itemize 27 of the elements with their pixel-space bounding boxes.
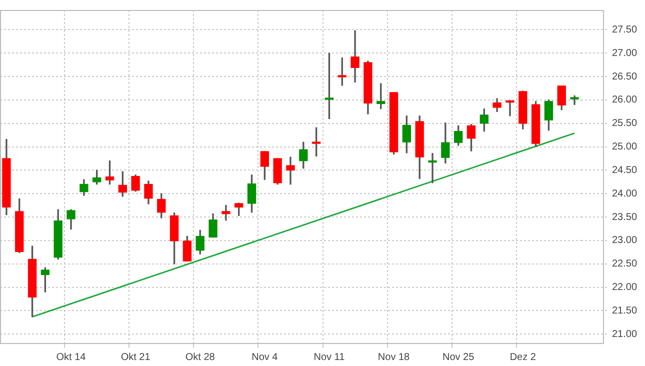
y-tick-label: 22.50 bbox=[612, 258, 638, 270]
x-tick-label: Nov 4 bbox=[252, 352, 278, 363]
y-tick-label: 23.00 bbox=[612, 235, 638, 246]
y-tick-label: 24.00 bbox=[612, 188, 638, 200]
candlestick bbox=[350, 30, 360, 82]
y-tick-label: 27.00 bbox=[612, 48, 638, 59]
y-tick-label: 23.50 bbox=[612, 212, 638, 223]
y-tick-label: 25.00 bbox=[612, 142, 638, 153]
y-tick-label: 22.00 bbox=[612, 282, 638, 294]
y-tick-label: 25.50 bbox=[612, 118, 638, 130]
y-tick-label: 27.50 bbox=[612, 24, 638, 36]
candlestick bbox=[286, 156, 295, 185]
x-tick-label: Okt 28 bbox=[185, 352, 216, 363]
candlestick bbox=[428, 153, 437, 184]
x-tick-label: Nov 11 bbox=[314, 352, 346, 363]
y-tick-label: 21.50 bbox=[612, 305, 638, 316]
y-tick-label: 26.00 bbox=[612, 94, 638, 106]
y-tick-label: 24.50 bbox=[612, 164, 638, 176]
x-tick-label: Okt 14 bbox=[56, 352, 86, 363]
candlestick bbox=[506, 100, 514, 116]
y-tick-label: 26.50 bbox=[612, 71, 638, 82]
x-tick-label: Dez 2 bbox=[510, 352, 536, 363]
x-tick-label: Nov 25 bbox=[442, 352, 475, 363]
x-tick-label: Okt 21 bbox=[120, 352, 151, 363]
x-tick-label: Nov 18 bbox=[378, 352, 410, 363]
y-tick-label: 21.00 bbox=[612, 328, 638, 340]
candlestick bbox=[222, 205, 230, 221]
